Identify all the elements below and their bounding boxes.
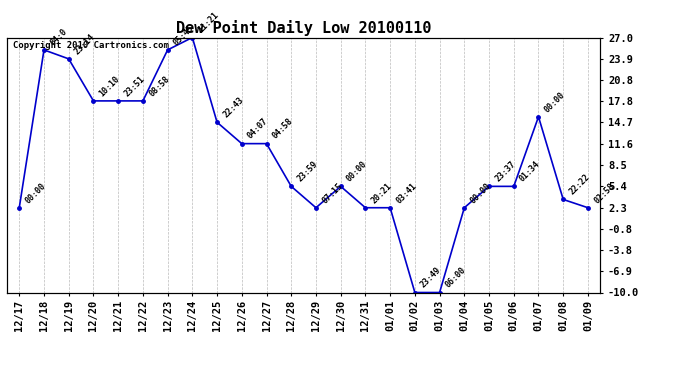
Text: 23:37: 23:37 xyxy=(493,159,518,184)
Text: 23:49: 23:49 xyxy=(419,266,443,290)
Text: 04:58: 04:58 xyxy=(270,117,295,141)
Text: 08:58: 08:58 xyxy=(147,74,171,98)
Text: 02:58: 02:58 xyxy=(592,181,616,205)
Text: 10:10: 10:10 xyxy=(97,74,121,98)
Text: 20:21: 20:21 xyxy=(370,181,393,205)
Text: 05:45: 05:45 xyxy=(172,23,196,47)
Text: 23:59: 23:59 xyxy=(295,159,319,184)
Text: 23:14: 23:14 xyxy=(73,32,97,56)
Text: 00:00: 00:00 xyxy=(542,90,566,114)
Text: Copyright 2010 Cartronics.com: Copyright 2010 Cartronics.com xyxy=(13,41,169,50)
Text: 22:22: 22:22 xyxy=(567,172,591,196)
Text: 22:43: 22:43 xyxy=(221,96,245,120)
Text: 06:00: 06:00 xyxy=(444,266,468,290)
Text: 23:51: 23:51 xyxy=(122,74,146,98)
Text: 03:41: 03:41 xyxy=(394,181,418,205)
Text: 00:00: 00:00 xyxy=(23,181,48,205)
Text: 07:15: 07:15 xyxy=(320,181,344,205)
Title: Dew Point Daily Low 20100110: Dew Point Daily Low 20100110 xyxy=(176,20,431,36)
Text: 00:00: 00:00 xyxy=(469,181,493,205)
Text: 11:21: 11:21 xyxy=(197,10,221,35)
Text: 04:07: 04:07 xyxy=(246,117,270,141)
Text: 00:00: 00:00 xyxy=(345,159,369,184)
Text: 01:34: 01:34 xyxy=(518,159,542,184)
Text: 04:0: 04:0 xyxy=(48,27,69,47)
